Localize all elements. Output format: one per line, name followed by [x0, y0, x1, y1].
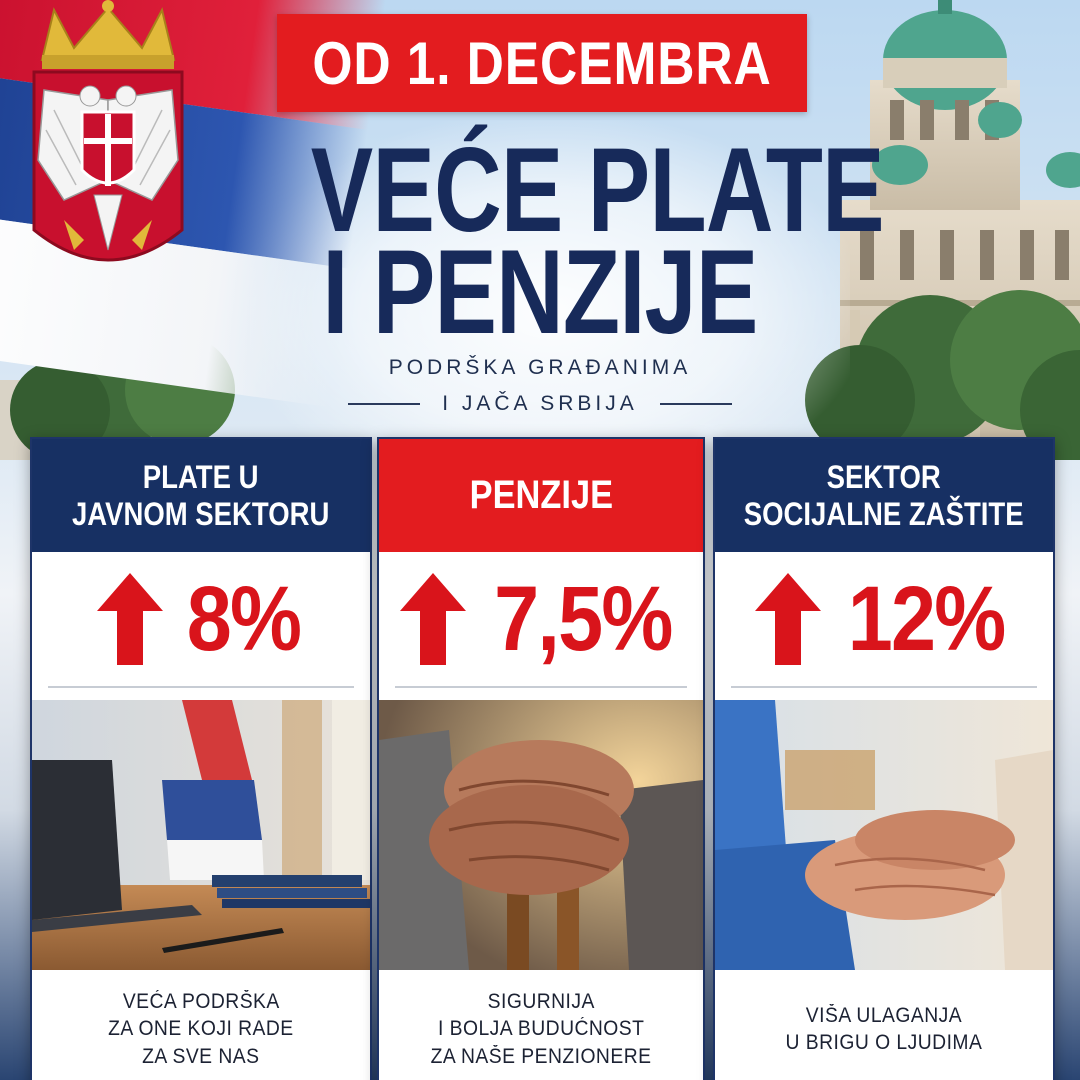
card-title-line-2: JAVNOM SEKTORU	[72, 495, 330, 532]
subtitle-line-1: PODRŠKA GRAĐANIMA	[388, 356, 692, 379]
date-banner: OD 1. DECEMBRA	[277, 14, 807, 112]
card-title: PENZIJE	[379, 439, 703, 552]
card-footer-line-2: U BRIGU O LJUDIMA	[785, 1031, 983, 1054]
percent-value: 7,5%	[494, 568, 673, 670]
up-arrow-icon	[754, 573, 821, 665]
percent-value: 12%	[847, 568, 1007, 670]
card-footer-line-2: I BOLJA BUDUĆNOST	[437, 1017, 645, 1041]
divider-left	[348, 403, 421, 405]
card-footer-line-3: ZA NAŠE PENZIONERE	[430, 1044, 652, 1068]
card-title-line-1: SEKTOR	[826, 458, 942, 495]
percent-value: 8%	[186, 568, 301, 670]
card-pensions: PENZIJE 7,5% SIGURNIJA I BOLJA BUDUĆNOS	[377, 437, 705, 1080]
card-title-line-1: PENZIJE	[469, 473, 613, 517]
card-footer-line-3: ZA SVE NAS	[142, 1044, 260, 1068]
card-footer-line-2: ZA ONE KOJI RADE	[108, 1017, 294, 1041]
card-title: PLATE U JAVNOM SEKTORU	[32, 439, 370, 552]
trees-right	[805, 290, 1080, 460]
up-arrow-icon	[96, 573, 163, 665]
card-footer-line-1: VEĆA PODRŠKA	[122, 990, 280, 1014]
card-public-sector: PLATE U JAVNOM SEKTORU 8%	[30, 437, 372, 1080]
caregiver-hands-photo	[715, 700, 1053, 970]
card-title-line-2: SOCIJALNE ZAŠTITE	[744, 495, 1024, 532]
card-footer: SIGURNIJA I BOLJA BUDUĆNOST ZA NAŠE PENZ…	[379, 970, 703, 1080]
date-banner-text: OD 1. DECEMBRA	[312, 29, 772, 97]
divider-right	[659, 403, 732, 405]
card-footer: VEĆA PODRŠKA ZA ONE KOJI RADE ZA SVE NAS	[32, 970, 370, 1080]
office-desk-photo	[32, 700, 370, 970]
percent-row: 8%	[48, 552, 354, 688]
serbian-coat-of-arms-icon	[32, 0, 184, 262]
headline-line-1: VEĆE PLATE	[310, 123, 885, 257]
card-social-protection: SEKTOR SOCIJALNE ZAŠTITE 12% VIŠA ULAGAN…	[713, 437, 1055, 1080]
card-footer: VIŠA ULAGANJA U BRIGU O LJUDIMA	[715, 970, 1053, 1080]
headline-line-2: I PENZIJE	[322, 225, 758, 359]
percent-row: 7,5%	[395, 552, 687, 688]
card-title: SEKTOR SOCIJALNE ZAŠTITE	[715, 439, 1053, 552]
subtitle-line-2: I JAČA SRBIJA	[290, 392, 790, 416]
subtitle-line-2-text: I JAČA SRBIJA	[442, 392, 638, 415]
card-footer-line-1: VIŠA ULAGANJA	[805, 1003, 963, 1027]
percent-row: 12%	[731, 552, 1037, 688]
card-footer-line-1: SIGURNIJA	[487, 990, 595, 1014]
card-title-line-1: PLATE U	[143, 458, 259, 495]
elderly-hands-cane-photo	[379, 700, 703, 970]
up-arrow-icon	[400, 573, 467, 665]
